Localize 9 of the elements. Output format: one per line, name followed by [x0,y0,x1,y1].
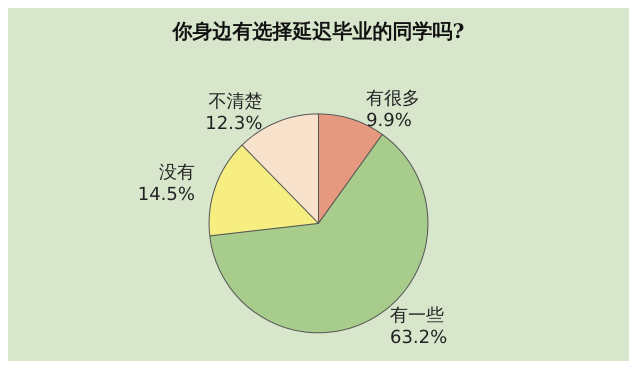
data-label: 14.5% [138,184,195,205]
data-label: 63.2% [390,326,448,348]
chart-title: 你身边有选择延迟毕业的同学吗? [172,19,464,43]
data-label: 9.9% [366,110,412,132]
slice-label: 不清楚 [208,91,262,112]
slice-label: 有一些 [390,304,444,326]
slice-label: 没有 [158,162,195,183]
slice-label: 有很多 [366,88,420,110]
data-label: 12.3% [205,113,262,134]
